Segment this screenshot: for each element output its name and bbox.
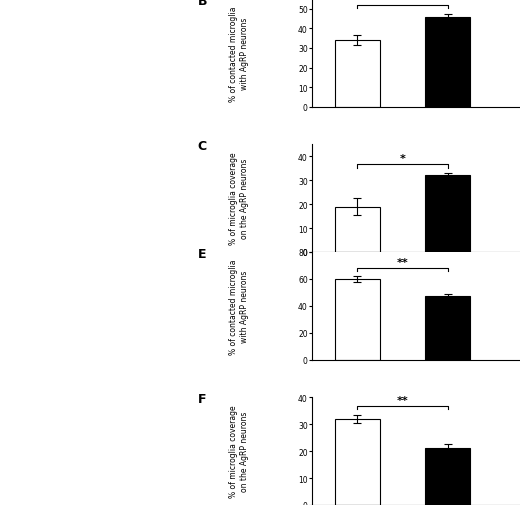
Y-axis label: % of contacted microglia
with AgRP neurons: % of contacted microglia with AgRP neuro… bbox=[229, 6, 249, 102]
Text: B: B bbox=[198, 0, 207, 8]
Bar bbox=[425, 448, 470, 505]
Bar bbox=[334, 207, 380, 252]
Y-axis label: % of microglia coverage
on the AgRP neurons: % of microglia coverage on the AgRP neur… bbox=[229, 153, 249, 245]
Bar bbox=[425, 297, 470, 360]
Text: E: E bbox=[198, 247, 206, 260]
Bar bbox=[425, 176, 470, 252]
Text: A: A bbox=[6, 5, 16, 18]
Text: D: D bbox=[6, 258, 17, 271]
Bar bbox=[334, 419, 380, 505]
Y-axis label: % of contacted microglia
with AgRP neurons: % of contacted microglia with AgRP neuro… bbox=[229, 259, 249, 354]
Text: F: F bbox=[198, 392, 206, 405]
Bar bbox=[334, 41, 380, 108]
Text: *: * bbox=[399, 154, 406, 164]
Bar bbox=[334, 279, 380, 360]
Text: **: ** bbox=[397, 0, 408, 5]
Text: **: ** bbox=[397, 257, 408, 267]
Bar bbox=[425, 18, 470, 108]
Text: **: ** bbox=[397, 395, 408, 406]
Text: C: C bbox=[198, 140, 207, 153]
Y-axis label: % of microglia coverage
on the AgRP neurons: % of microglia coverage on the AgRP neur… bbox=[229, 405, 249, 497]
